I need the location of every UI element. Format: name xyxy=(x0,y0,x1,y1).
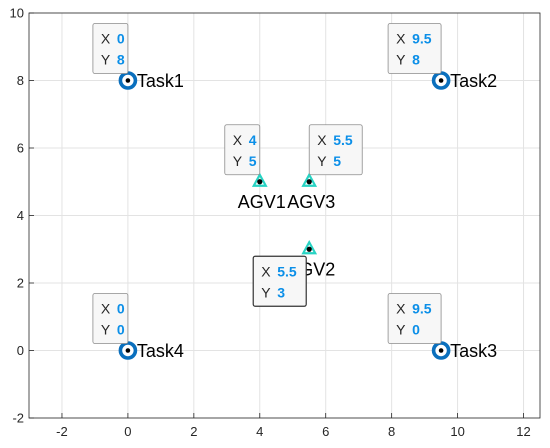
datatip-agv2[interactable]: X 5.5 Y 3 xyxy=(252,255,307,307)
x-tick-label: 8 xyxy=(388,424,395,439)
agv-marker xyxy=(251,172,268,187)
axes xyxy=(28,12,541,419)
datatip-x-key: X xyxy=(261,263,271,279)
datatip-y-value: 0 xyxy=(412,322,420,338)
datatip-x-key: X xyxy=(101,31,111,47)
datatip-y-key: Y xyxy=(396,52,406,68)
datatip-x-value: 5.5 xyxy=(333,132,353,148)
task-marker-dot xyxy=(125,78,131,83)
datatip-agv1[interactable]: X 4Y 5 xyxy=(224,124,261,176)
tick-labels: -2 0 2 4 6 8 10 12 -2 0 2 4 6 8 10 xyxy=(10,6,531,440)
datatip-y-key: Y xyxy=(317,153,327,169)
y-tick-label: 6 xyxy=(17,141,24,156)
datatip-box xyxy=(92,23,129,74)
datatip-x-value: 0 xyxy=(117,31,125,47)
agv-label: AGV3 xyxy=(287,192,335,212)
x-tick-label: 0 xyxy=(124,424,131,439)
x-tick-label: 12 xyxy=(516,424,530,439)
y-tick-label: 8 xyxy=(17,73,24,88)
datatip-box xyxy=(387,293,442,344)
datatip-box xyxy=(92,293,129,344)
x-tick-label: 2 xyxy=(190,424,197,439)
agv-marker xyxy=(301,172,318,187)
datatips[interactable]: X 0Y 8X 9.5Y 8X 9.5Y 0X 0Y 0X 4Y 5X 5.5Y 3X 5.5Y 5 xyxy=(92,23,442,344)
datatip-x-key: X xyxy=(396,31,406,47)
y-tick-label: 4 xyxy=(17,208,24,223)
y-tick-label: 0 xyxy=(17,343,24,358)
datatip-x-key: X xyxy=(101,301,111,317)
datatip-y-value: 5 xyxy=(333,153,341,169)
datatip-x-value: 0 xyxy=(117,301,125,317)
task-label: Task4 xyxy=(137,341,184,361)
task-marker-dot xyxy=(438,348,444,353)
datatip-y-key: Y xyxy=(233,153,243,169)
task-label: Task3 xyxy=(450,341,497,361)
datatip-y-key: Y xyxy=(101,52,111,68)
datatip-x-value: 4 xyxy=(249,132,257,148)
y-tick-label: -2 xyxy=(12,411,24,426)
datatip-x-key: X xyxy=(233,132,243,148)
y-tick-label: 10 xyxy=(10,6,24,21)
grid-lines xyxy=(29,12,540,419)
task-label: Task1 xyxy=(137,71,184,91)
datatip-y-value: 8 xyxy=(412,52,420,68)
datatip-agv3[interactable]: X 5.5 Y 5 xyxy=(308,124,363,176)
agv-marker-dot xyxy=(257,179,263,185)
datatip-task4[interactable]: X 0Y 0 xyxy=(92,293,129,344)
agv-marker xyxy=(301,239,318,255)
datatip-y-value: 5 xyxy=(249,153,257,169)
y-tick-label: 2 xyxy=(17,276,24,291)
datatip-box xyxy=(252,255,307,307)
datatip-x-key: X xyxy=(396,301,406,317)
datatip-box xyxy=(308,124,363,176)
datatip-box xyxy=(387,23,442,74)
datatip-y-value: 3 xyxy=(277,284,285,300)
datatip-x-key: X xyxy=(317,132,327,148)
datatip-x-value: 9.5 xyxy=(412,31,432,47)
agv-marker-dot xyxy=(306,246,312,252)
task-label: Task2 xyxy=(450,71,497,91)
datatip-y-key: Y xyxy=(101,322,111,338)
task-marker-dot xyxy=(438,78,444,83)
datatip-task2[interactable]: X 9.5 Y 8 xyxy=(387,23,442,74)
task-marker-dot xyxy=(125,348,131,353)
x-tick-label: 4 xyxy=(256,424,263,439)
datatip-y-value: 8 xyxy=(117,52,125,68)
datatip-y-value: 0 xyxy=(117,322,125,338)
x-tick-label: 10 xyxy=(450,424,464,439)
datatip-y-key: Y xyxy=(396,322,406,338)
agv-marker-dot xyxy=(306,179,312,185)
datatip-y-key: Y xyxy=(261,284,271,300)
datatip-task3[interactable]: X 9.5 Y 0 xyxy=(387,293,442,344)
datatip-task1[interactable]: X 0Y 8 xyxy=(92,23,129,74)
x-tick-label: 6 xyxy=(322,424,329,439)
agv-label: AGV1 xyxy=(238,192,286,212)
x-tick-label: -2 xyxy=(56,424,68,439)
datatip-x-value: 9.5 xyxy=(412,301,432,317)
datatip-x-value: 5.5 xyxy=(277,263,297,279)
datatip-box xyxy=(224,124,261,176)
